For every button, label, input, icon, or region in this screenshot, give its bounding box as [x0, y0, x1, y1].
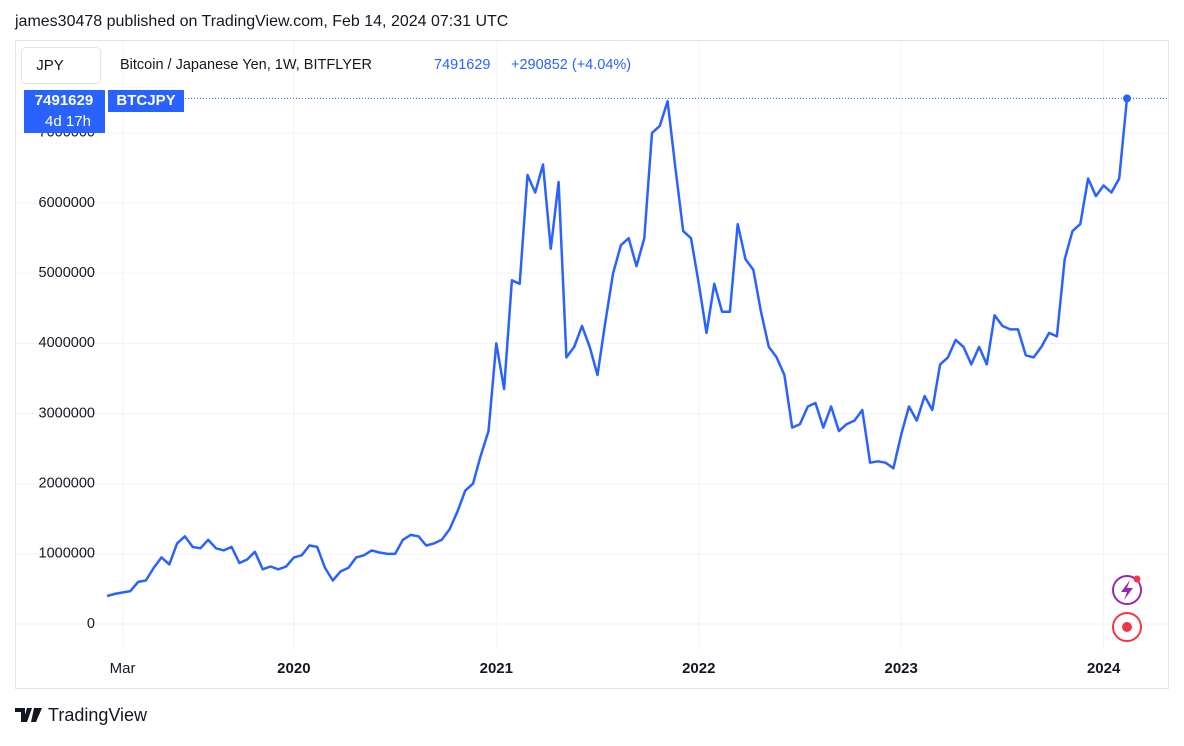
- price-tag: [24, 90, 105, 133]
- currency-button[interactable]: [21, 47, 101, 84]
- y-tick-label: 5000000: [39, 265, 95, 281]
- y-tick-label: 0: [87, 616, 95, 632]
- y-tick-label: 4000000: [39, 335, 95, 351]
- publisher-header: james30478 published on TradingView.com,…: [14, 13, 508, 30]
- x-tick-label: 2020: [277, 660, 310, 677]
- y-tick-label: 2000000: [39, 476, 95, 492]
- x-tick-label: 2024: [1087, 660, 1121, 677]
- currency-label[interactable]: JPY: [36, 57, 64, 74]
- countdown: 4d 17h: [45, 113, 91, 130]
- last-point: [1123, 94, 1131, 103]
- logo-mark: [15, 708, 42, 722]
- x-tick-label: 2022: [682, 660, 715, 677]
- price-tag-value: 7491629: [35, 92, 93, 109]
- chart-frame: [15, 40, 1169, 689]
- symbol-tag: [108, 90, 184, 112]
- record-glyph: [1122, 622, 1132, 632]
- x-tick-label: 2021: [480, 660, 513, 677]
- footer-brand: TradingView: [48, 705, 148, 725]
- legend-change: +290852 (+4.04%): [511, 57, 631, 73]
- symbol-label: BTCJPY: [116, 92, 175, 109]
- grid: 0 1000000 2000000 3000000 4000000 5000000 6000…: [16, 41, 1168, 677]
- y-tick-label: 3000000: [39, 405, 95, 421]
- notification-dot: [1133, 575, 1141, 583]
- x-tick-label: 2023: [885, 660, 918, 677]
- price-line: [106, 98, 1129, 598]
- legend-last-value: 7491629: [434, 57, 490, 73]
- plot: [106, 94, 1168, 598]
- y-tick-label: 1000000: [39, 546, 95, 562]
- lightning-glyph: [1121, 580, 1133, 600]
- chart-title: Bitcoin / Japanese Yen, 1W, BITFLYER: [120, 57, 372, 73]
- y-tick-label: 6000000: [39, 195, 95, 211]
- x-tick-label: Mar: [110, 660, 136, 677]
